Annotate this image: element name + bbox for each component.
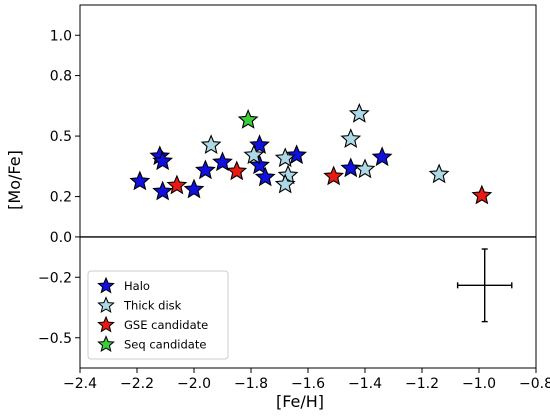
x-tick-label: −0.8 (519, 376, 550, 392)
x-tick-label: −2.4 (63, 376, 97, 392)
y-axis: 1.0 0.8 0.5 0.2 0.0 −0.2 −0.5 (38, 28, 80, 347)
marker-gse-candidate (471, 184, 493, 205)
y-tick-label: 1.0 (50, 28, 72, 44)
marker-halo (249, 154, 270, 175)
marker-thick-disk (274, 173, 296, 194)
y-tick-label: 0.8 (50, 69, 72, 85)
marker-halo (371, 146, 393, 167)
y-tick-label: −0.5 (38, 331, 72, 347)
marker-thick-disk (243, 144, 265, 165)
marker-seq-candidate (237, 109, 259, 129)
y-axis-label: [Mo/Fe] (5, 150, 24, 210)
y-tick-label: 0.0 (50, 230, 72, 246)
legend: Halo Thick disk GSE candidate Seq candidate (87, 270, 229, 360)
marker-halo (152, 180, 174, 201)
marker-halo (195, 159, 216, 180)
x-tick-label: −1.6 (291, 376, 325, 392)
x-tick-label: −1.0 (462, 376, 496, 392)
y-tick-label: 0.5 (50, 129, 72, 145)
marker-gse-candidate (166, 174, 188, 195)
representative-error-bar (456, 248, 513, 323)
x-axis: −2.4 −2.2 −2.0 −1.8 −1.6 −1.4 −1.2 −1.0 −0.8 (63, 368, 550, 392)
marker-thick-disk (200, 134, 222, 154)
x-tick-label: −2.2 (120, 376, 154, 392)
legend-marker-gse-candidate (97, 315, 115, 333)
legend-label-thick-disk: Thick disk (123, 299, 182, 313)
marker-halo (212, 151, 233, 172)
x-tick-label: −1.8 (234, 376, 268, 392)
x-tick-label: −2.0 (177, 376, 211, 392)
y-tick-label: 0.2 (50, 190, 72, 206)
marker-thick-disk (428, 163, 450, 184)
marker-thick-disk (348, 102, 370, 123)
legend-marker-seq-candidate (97, 335, 115, 353)
marker-gse-candidate (323, 165, 345, 186)
marker-halo (286, 144, 307, 165)
legend-label-halo: Halo (124, 279, 150, 293)
legend-marker-thick-disk (97, 296, 115, 314)
legend-label-gse-candidate: GSE candidate (124, 318, 208, 332)
legend-label-seq-candidate: Seq candidate (124, 338, 206, 352)
marker-halo (183, 178, 205, 199)
marker-halo (129, 170, 151, 191)
x-tick-label: −1.2 (405, 376, 439, 392)
data-markers (129, 102, 493, 205)
marker-thick-disk (354, 158, 376, 179)
x-tick-label: −1.4 (348, 376, 382, 392)
marker-gse-candidate (226, 160, 248, 181)
legend-box (87, 270, 229, 360)
marker-halo (340, 157, 362, 178)
marker-halo (254, 166, 276, 187)
marker-thick-disk (274, 147, 296, 168)
marker-halo (152, 150, 174, 171)
y-tick-label: −0.2 (38, 270, 72, 286)
marker-thick-disk (340, 128, 362, 148)
legend-marker-halo (97, 276, 115, 294)
x-axis-label: [Fe/H] (276, 392, 324, 411)
